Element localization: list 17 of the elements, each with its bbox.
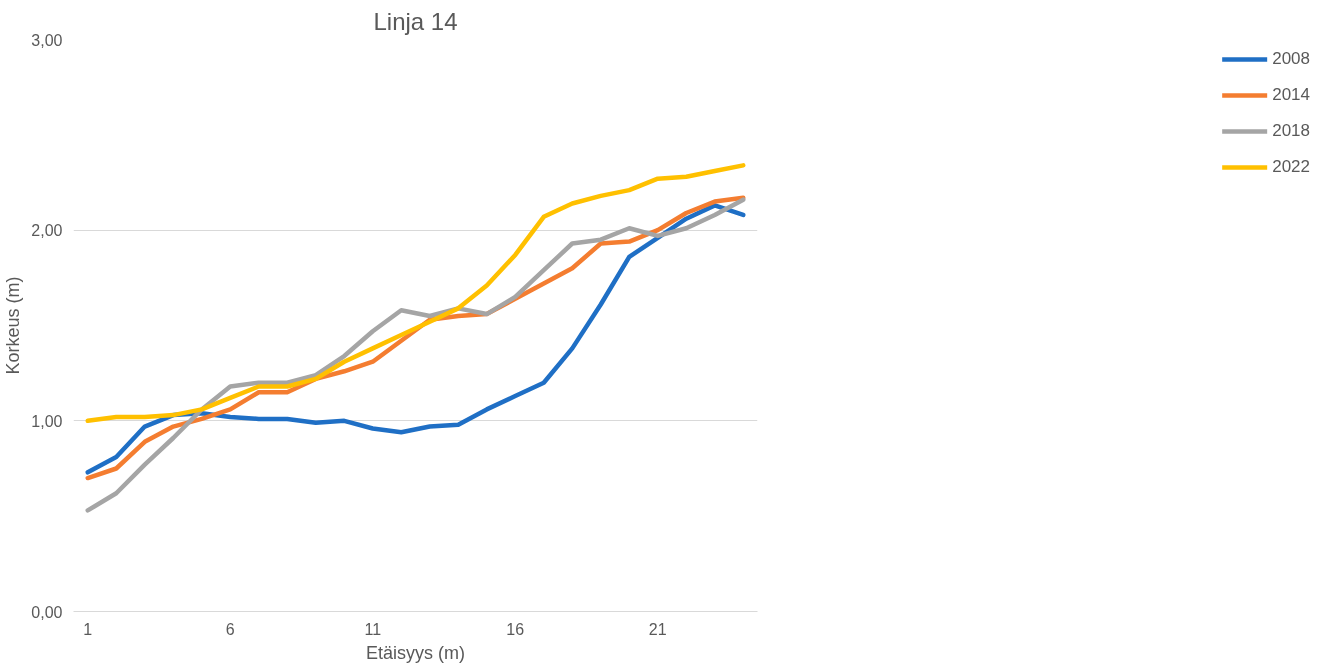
x-tick-label: 16 [506, 620, 525, 638]
x-tick-label: 11 [364, 620, 382, 638]
legend-label: 2018 [1272, 121, 1310, 141]
x-axis-title: Etäisyys (m) [366, 642, 465, 663]
y-axis-title: Korkeus (m) [3, 276, 24, 375]
y-tick-label: 3,00 [31, 31, 63, 49]
x-tick-label: 1 [83, 620, 93, 638]
chart-title: Linja 14 [373, 7, 458, 35]
legend-label: 2014 [1272, 85, 1310, 105]
x-tick-label: 21 [648, 620, 667, 638]
y-tick-label: 0,00 [31, 603, 63, 621]
x-tick-label: 6 [225, 620, 235, 638]
y-tick-label: 2,00 [31, 222, 63, 240]
legend-label: 2022 [1272, 157, 1310, 177]
legend-label: 2008 [1272, 49, 1310, 69]
y-tick-label: 1,00 [31, 412, 63, 430]
line-series [85, 163, 746, 424]
